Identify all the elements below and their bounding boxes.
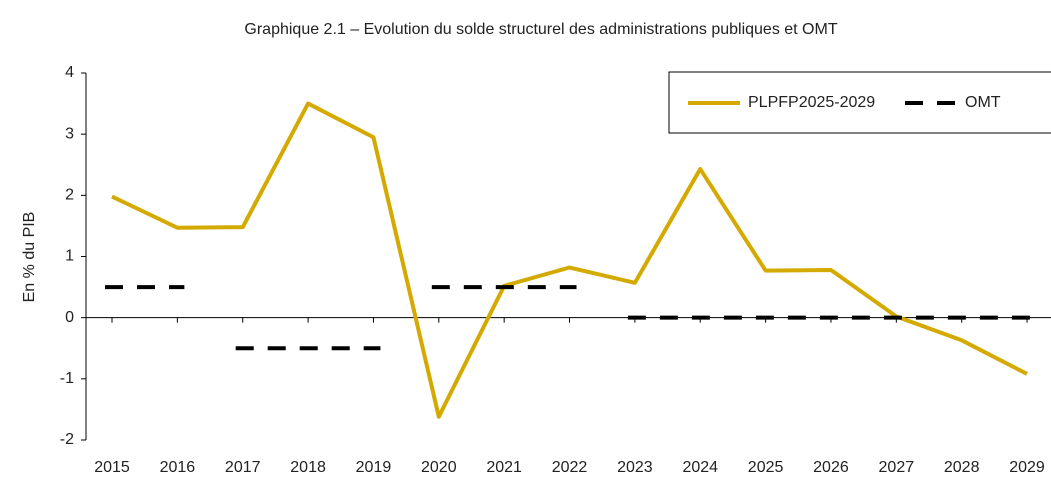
y-tick-label: 1: [65, 248, 74, 265]
y-tick-label: -1: [60, 370, 74, 387]
x-tick-label: 2018: [290, 459, 326, 476]
y-tick-label: -2: [60, 431, 74, 448]
y-tick-label: 0: [65, 309, 74, 326]
chart-title: Graphique 2.1 – Evolution du solde struc…: [244, 21, 837, 38]
y-tick-label: 3: [65, 125, 74, 142]
x-tick-label: 2022: [552, 459, 588, 476]
line: [111, 101, 1028, 419]
x-tick-label: 2026: [813, 459, 849, 476]
x-tick-label: 2027: [879, 459, 915, 476]
x-tick-label: 2016: [160, 459, 196, 476]
x-tick-label: 2028: [944, 459, 980, 476]
legend-label: PLPFP2025-2029: [748, 94, 875, 111]
legend-label: OMT: [965, 94, 1001, 111]
x-tick-label: 2015: [94, 459, 130, 476]
x-tick-label: 2024: [682, 459, 718, 476]
x-tick-label: 2021: [486, 459, 522, 476]
y-tick-label: 2: [65, 187, 74, 204]
x-tick-label: 2023: [617, 459, 653, 476]
x-tick-label: 2017: [225, 459, 261, 476]
x-tick-label: 2025: [748, 459, 784, 476]
y-axis-label: En % du PIB: [21, 212, 38, 303]
x-tick-label: 2029: [1009, 459, 1045, 476]
y-tick-label: 4: [65, 64, 74, 81]
x-tick-label: 2020: [421, 459, 457, 476]
x-tick-label: 2019: [356, 459, 392, 476]
